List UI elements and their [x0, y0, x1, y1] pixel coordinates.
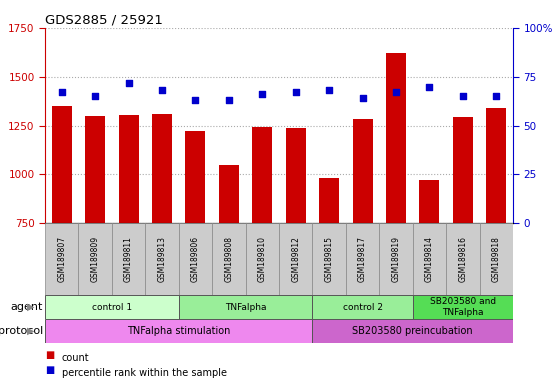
- Text: GSM189818: GSM189818: [492, 236, 501, 282]
- Bar: [185, 131, 205, 223]
- Bar: [219, 164, 239, 223]
- Text: ▶: ▶: [27, 326, 35, 336]
- Text: GSM189819: GSM189819: [392, 236, 401, 282]
- Text: GSM189808: GSM189808: [224, 236, 233, 282]
- Bar: [386, 53, 406, 223]
- Point: [325, 87, 334, 93]
- Bar: [346, 223, 379, 295]
- Bar: [319, 178, 339, 223]
- Text: GSM189815: GSM189815: [325, 236, 334, 282]
- Bar: [279, 223, 312, 295]
- Point: [458, 93, 467, 99]
- Bar: [79, 223, 112, 295]
- Text: ▶: ▶: [27, 302, 35, 312]
- Point: [91, 93, 100, 99]
- Text: GDS2885 / 25921: GDS2885 / 25921: [45, 14, 163, 27]
- Point: [157, 87, 166, 93]
- Bar: [420, 180, 440, 223]
- Text: agent: agent: [11, 302, 43, 312]
- Bar: [453, 117, 473, 223]
- Text: percentile rank within the sample: percentile rank within the sample: [62, 368, 227, 378]
- Text: TNFalpha: TNFalpha: [225, 303, 266, 311]
- Point: [224, 97, 233, 103]
- Text: TNFalpha stimulation: TNFalpha stimulation: [127, 326, 230, 336]
- Point: [57, 89, 66, 95]
- Text: ■: ■: [45, 350, 54, 360]
- Bar: [45, 223, 79, 295]
- Text: GSM189809: GSM189809: [90, 236, 100, 282]
- Bar: [413, 295, 513, 318]
- Bar: [312, 319, 513, 343]
- Bar: [246, 223, 279, 295]
- Text: GSM189810: GSM189810: [258, 236, 267, 282]
- Text: ■: ■: [45, 365, 54, 375]
- Bar: [353, 119, 373, 223]
- Text: control 1: control 1: [92, 303, 132, 311]
- Bar: [112, 223, 145, 295]
- Bar: [486, 108, 506, 223]
- Bar: [413, 223, 446, 295]
- Bar: [446, 223, 479, 295]
- Text: GSM189814: GSM189814: [425, 236, 434, 282]
- Point: [124, 79, 133, 86]
- Text: SB203580 and
TNFalpha: SB203580 and TNFalpha: [430, 297, 496, 317]
- Text: GSM189816: GSM189816: [458, 236, 468, 282]
- Bar: [252, 127, 272, 223]
- Bar: [118, 115, 138, 223]
- Bar: [152, 114, 172, 223]
- Bar: [286, 128, 306, 223]
- Text: count: count: [62, 353, 89, 363]
- Text: GSM189807: GSM189807: [57, 236, 66, 282]
- Text: GSM189806: GSM189806: [191, 236, 200, 282]
- Point: [191, 97, 200, 103]
- Bar: [479, 223, 513, 295]
- Bar: [179, 223, 212, 295]
- Text: GSM189811: GSM189811: [124, 236, 133, 282]
- Text: GSM189812: GSM189812: [291, 236, 300, 282]
- Bar: [45, 295, 179, 318]
- Point: [258, 91, 267, 98]
- Bar: [379, 223, 413, 295]
- Bar: [45, 319, 312, 343]
- Bar: [52, 106, 72, 223]
- Text: GSM189813: GSM189813: [157, 236, 166, 282]
- Point: [291, 89, 300, 95]
- Bar: [85, 116, 105, 223]
- Point: [425, 83, 434, 89]
- Point: [392, 89, 401, 95]
- Text: SB203580 preincubation: SB203580 preincubation: [353, 326, 473, 336]
- Bar: [145, 223, 179, 295]
- Bar: [212, 223, 246, 295]
- Text: GSM189817: GSM189817: [358, 236, 367, 282]
- Point: [358, 95, 367, 101]
- Text: control 2: control 2: [343, 303, 383, 311]
- Bar: [312, 295, 413, 318]
- Text: protocol: protocol: [0, 326, 43, 336]
- Bar: [179, 295, 312, 318]
- Bar: [312, 223, 346, 295]
- Point: [492, 93, 501, 99]
